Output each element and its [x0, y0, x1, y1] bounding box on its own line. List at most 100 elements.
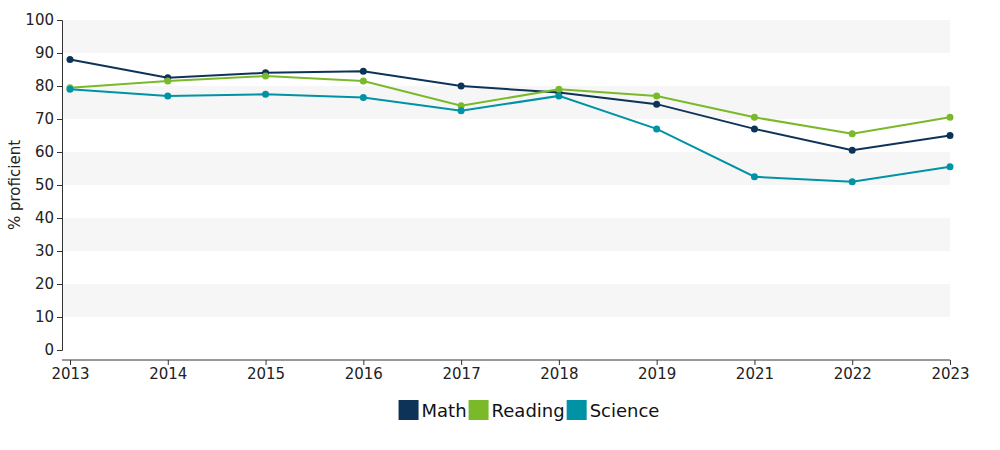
legend-label: Math	[422, 400, 467, 421]
y-tick-mark	[57, 53, 62, 54]
x-axis-line	[62, 360, 950, 361]
y-tick-label: 40	[35, 209, 54, 227]
y-tick-label: 60	[35, 143, 54, 161]
y-axis: 0 10 20 30 40 50 60 70 80 90 100	[25, 11, 62, 359]
x-tick-label: 2017	[443, 365, 481, 383]
y-tick-label: 30	[35, 242, 54, 260]
x-tick-label: 2016	[345, 365, 383, 383]
y-tick-mark	[57, 251, 62, 252]
y-tick-label: 0	[44, 341, 54, 359]
x-tick: 2014	[149, 360, 187, 383]
y-tick-mark	[57, 119, 62, 120]
series-marker	[947, 132, 954, 139]
series-marker	[164, 78, 171, 85]
legend-item: Science	[567, 400, 660, 421]
series-line	[70, 76, 950, 134]
y-tick-label: 90	[35, 44, 54, 62]
grid-band	[62, 86, 950, 119]
x-tick: 2017	[443, 360, 481, 383]
x-tick: 2022	[834, 360, 872, 383]
x-tick: 2019	[638, 360, 676, 383]
y-tick-mark	[57, 152, 62, 153]
x-tick: 2015	[247, 360, 285, 383]
y-tick-label: 80	[35, 77, 54, 95]
series-marker	[653, 125, 660, 132]
legend-swatch	[399, 400, 419, 420]
series-marker	[555, 86, 562, 93]
legend-swatch	[567, 400, 587, 420]
series-marker	[849, 178, 856, 185]
series-marker	[360, 68, 367, 75]
series-marker	[751, 114, 758, 121]
grid	[62, 20, 950, 317]
series-marker	[458, 107, 465, 114]
y-axis-title: % proficient	[6, 140, 24, 230]
series-marker	[164, 92, 171, 99]
series-marker	[849, 130, 856, 137]
series-marker	[262, 73, 269, 80]
series-marker	[67, 56, 74, 63]
series-line	[70, 60, 950, 151]
series-marker	[262, 91, 269, 98]
x-tick-label: 2015	[247, 365, 285, 383]
y-tick: 70	[35, 110, 62, 128]
x-axis: 2013 2014 2015 2016 2017 2018 2019 2021 2022 2023	[51, 360, 969, 383]
grid-band	[62, 218, 950, 251]
series-marker	[849, 147, 856, 154]
legend-swatch	[469, 400, 489, 420]
legend-item: Reading	[469, 400, 565, 421]
series-marker	[67, 86, 74, 93]
x-tick: 2023	[931, 360, 969, 383]
y-tick: 40	[35, 209, 62, 227]
series-marker	[653, 101, 660, 108]
y-tick-label: 70	[35, 110, 54, 128]
plot-area	[67, 56, 954, 185]
y-tick-mark	[57, 317, 62, 318]
y-tick-mark	[57, 218, 62, 219]
series-marker	[360, 78, 367, 85]
y-tick-mark	[57, 350, 62, 351]
y-tick: 10	[35, 308, 62, 326]
y-tick: 60	[35, 143, 62, 161]
y-tick: 20	[35, 275, 62, 293]
legend-label: Science	[590, 400, 660, 421]
grid-band	[62, 20, 950, 53]
y-tick: 50	[35, 176, 62, 194]
y-tick-label: 10	[35, 308, 54, 326]
y-tick-label: 50	[35, 176, 54, 194]
legend: Math Reading Science	[399, 400, 660, 421]
y-tick: 30	[35, 242, 62, 260]
x-tick-label: 2018	[540, 365, 578, 383]
series-marker	[947, 163, 954, 170]
y-tick-label: 20	[35, 275, 54, 293]
x-tick-label: 2014	[149, 365, 187, 383]
series-marker	[751, 125, 758, 132]
y-tick: 90	[35, 44, 62, 62]
y-tick-mark	[57, 284, 62, 285]
legend-label: Reading	[492, 400, 565, 421]
series-marker	[360, 94, 367, 101]
series-marker	[555, 92, 562, 99]
x-tick-label: 2013	[51, 365, 89, 383]
x-tick-label: 2022	[834, 365, 872, 383]
y-axis-line	[57, 21, 63, 351]
y-tick: 80	[35, 77, 62, 95]
series-marker	[458, 83, 465, 90]
legend-item: Math	[399, 400, 467, 421]
x-tick: 2018	[540, 360, 578, 383]
x-tick-label: 2021	[736, 365, 774, 383]
x-tick-label: 2023	[931, 365, 969, 383]
y-tick-mark	[57, 86, 62, 87]
series-line	[70, 89, 950, 181]
x-tick-label: 2019	[638, 365, 676, 383]
x-tick: 2016	[345, 360, 383, 383]
y-tick-mark	[57, 185, 62, 186]
x-tick: 2021	[736, 360, 774, 383]
y-tick: 100	[25, 11, 62, 29]
series-marker	[751, 173, 758, 180]
y-tick: 0	[44, 341, 62, 359]
grid-band	[62, 284, 950, 317]
series-marker	[653, 92, 660, 99]
chart: 0102030405060708090100201320142015201620…	[0, 0, 1000, 450]
series-marker	[947, 114, 954, 121]
